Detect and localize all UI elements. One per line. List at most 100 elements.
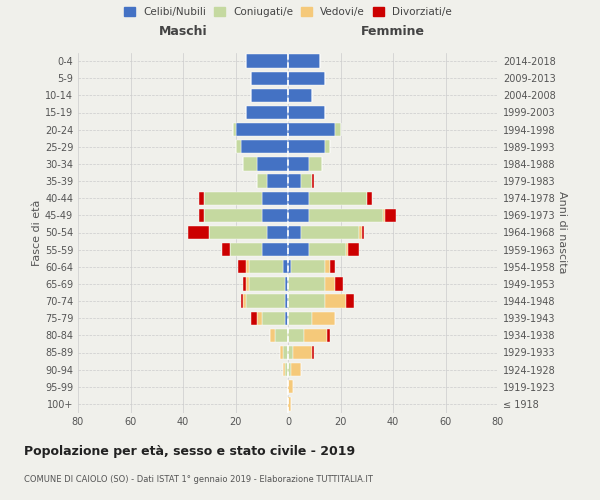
Bar (335, 123, 341, 136)
Text: Femmine: Femmine (361, 25, 425, 38)
Bar (325, 277, 335, 290)
Bar (246, 106, 288, 119)
Bar (325, 140, 330, 153)
Bar (359, 226, 361, 239)
Bar (246, 54, 288, 68)
Bar (335, 277, 343, 290)
Bar (288, 363, 290, 376)
Bar (290, 363, 301, 376)
Bar (304, 328, 328, 342)
Bar (288, 346, 293, 359)
Bar (309, 208, 383, 222)
Bar (283, 260, 288, 274)
Bar (311, 174, 314, 188)
Bar (238, 260, 246, 274)
Bar (288, 328, 304, 342)
Bar (233, 123, 235, 136)
Bar (325, 294, 346, 308)
Bar (288, 312, 311, 325)
Bar (288, 174, 301, 188)
Bar (241, 294, 244, 308)
Legend: Celibi/Nubili, Coniugati/e, Vedovi/e, Divorziati/e: Celibi/Nubili, Coniugati/e, Vedovi/e, Di… (124, 8, 452, 18)
Bar (244, 277, 246, 290)
Bar (199, 192, 204, 205)
Bar (288, 72, 325, 85)
Bar (246, 294, 286, 308)
Bar (293, 346, 311, 359)
Text: Maschi: Maschi (158, 25, 208, 38)
Bar (262, 208, 288, 222)
Bar (288, 226, 301, 239)
Bar (269, 328, 275, 342)
Bar (288, 397, 290, 410)
Bar (246, 260, 248, 274)
Bar (311, 312, 335, 325)
Bar (311, 346, 314, 359)
Bar (288, 260, 290, 274)
Text: COMUNE DI CAIOLO (SO) - Dati ISTAT 1° gennaio 2019 - Elaborazione TUTTITALIA.IT: COMUNE DI CAIOLO (SO) - Dati ISTAT 1° ge… (24, 475, 373, 484)
Bar (257, 312, 262, 325)
Bar (257, 174, 267, 188)
Bar (241, 140, 288, 153)
Bar (204, 208, 262, 222)
Bar (288, 380, 293, 394)
Bar (248, 260, 283, 274)
Bar (235, 123, 288, 136)
Bar (248, 277, 286, 290)
Bar (385, 208, 395, 222)
Bar (251, 312, 257, 325)
Bar (235, 140, 241, 153)
Bar (301, 226, 359, 239)
Bar (257, 157, 288, 170)
Bar (188, 226, 209, 239)
Bar (328, 328, 330, 342)
Bar (288, 54, 320, 68)
Bar (309, 157, 322, 170)
Bar (209, 226, 267, 239)
Bar (288, 192, 309, 205)
Bar (330, 260, 335, 274)
Bar (262, 192, 288, 205)
Bar (286, 312, 288, 325)
Bar (283, 363, 286, 376)
Bar (346, 294, 353, 308)
Bar (267, 226, 288, 239)
Bar (288, 294, 325, 308)
Bar (346, 243, 349, 256)
Bar (283, 346, 288, 359)
Bar (309, 192, 367, 205)
Bar (325, 260, 330, 274)
Bar (275, 328, 288, 342)
Bar (288, 243, 309, 256)
Bar (288, 277, 325, 290)
Bar (230, 243, 262, 256)
Bar (288, 123, 335, 136)
Bar (286, 363, 288, 376)
Bar (288, 88, 311, 102)
Bar (367, 192, 372, 205)
Bar (280, 346, 283, 359)
Bar (262, 243, 288, 256)
Bar (251, 72, 288, 85)
Bar (309, 243, 346, 256)
Bar (349, 243, 359, 256)
Bar (290, 260, 325, 274)
Bar (288, 208, 309, 222)
Bar (288, 140, 325, 153)
Bar (383, 208, 385, 222)
Bar (246, 277, 248, 290)
Bar (361, 226, 364, 239)
Bar (288, 106, 325, 119)
Bar (199, 208, 204, 222)
Bar (223, 243, 230, 256)
Bar (244, 157, 257, 170)
Bar (262, 312, 286, 325)
Bar (301, 174, 311, 188)
Text: Popolazione per età, sesso e stato civile - 2019: Popolazione per età, sesso e stato civil… (24, 445, 355, 458)
Bar (267, 174, 288, 188)
Bar (286, 294, 288, 308)
Bar (286, 277, 288, 290)
Y-axis label: Anni di nascita: Anni di nascita (557, 191, 567, 274)
Bar (251, 88, 288, 102)
Bar (204, 192, 262, 205)
